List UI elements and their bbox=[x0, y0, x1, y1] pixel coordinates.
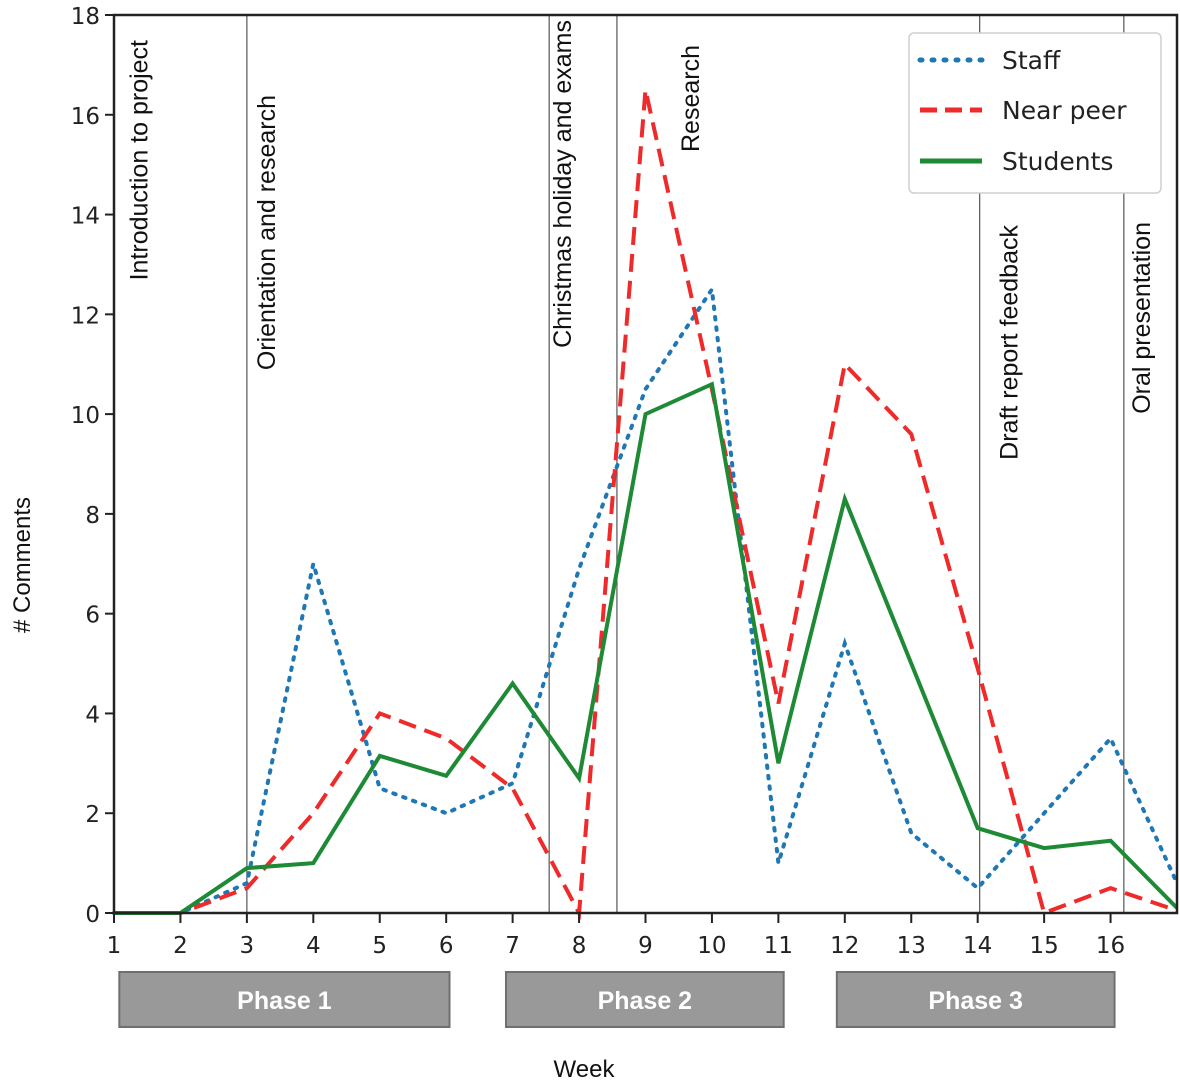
x-tick-label: 7 bbox=[505, 933, 520, 959]
legend-item-students: Students bbox=[920, 147, 1113, 176]
event-label: Research bbox=[677, 45, 705, 152]
y-tick-label: 18 bbox=[71, 4, 100, 30]
series-line-staff bbox=[112, 283, 1179, 915]
event-label: Orientation and research bbox=[253, 95, 281, 370]
phase-1-label: Phase 1 bbox=[237, 987, 332, 1015]
x-tick-label: 10 bbox=[697, 933, 726, 959]
event-label: Introduction to project bbox=[125, 40, 153, 280]
y-axis: 0 2 4 6 8 10 12 14 16 18 bbox=[71, 4, 114, 928]
x-tick-label: 1 bbox=[107, 933, 122, 959]
event-label: Draft report feedback bbox=[996, 225, 1024, 460]
legend-label-students: Students bbox=[1002, 147, 1113, 176]
x-axis: 1 2 3 4 5 6 7 8 9 10 11 12 13 14 15 16 bbox=[107, 913, 1125, 959]
phase-2-label: Phase 2 bbox=[598, 987, 693, 1015]
x-tick-label: 3 bbox=[240, 933, 255, 959]
y-tick-label: 16 bbox=[71, 104, 100, 130]
x-tick-label: 2 bbox=[173, 933, 188, 959]
event-labels: Introduction to project Orientation and r… bbox=[125, 20, 1156, 460]
legend-item-near-peer: Near peer bbox=[920, 96, 1127, 125]
phase-3-label: Phase 3 bbox=[928, 987, 1023, 1015]
x-tick-label: 6 bbox=[439, 933, 454, 959]
phase-1: Phase 1 bbox=[118, 971, 451, 1028]
x-tick-label: 15 bbox=[1029, 933, 1058, 959]
legend-label-near-peer: Near peer bbox=[1002, 96, 1127, 125]
legend-label-staff: Staff bbox=[1002, 46, 1061, 75]
x-axis-title: Week bbox=[554, 1056, 616, 1081]
series-lines bbox=[112, 89, 1179, 920]
phase-2: Phase 2 bbox=[504, 971, 785, 1028]
phase-bars: Phase 1 Phase 2 Phase 3 bbox=[118, 971, 1116, 1028]
x-tick-label: 16 bbox=[1096, 933, 1125, 959]
legend-box bbox=[908, 32, 1162, 194]
y-tick-label: 4 bbox=[85, 702, 100, 728]
x-tick-label: 11 bbox=[764, 933, 793, 959]
legend: Staff Near peer Students bbox=[908, 32, 1162, 194]
phase-2-box bbox=[504, 971, 785, 1028]
series-line-near-peer bbox=[114, 89, 1178, 920]
y-tick-label: 10 bbox=[71, 403, 100, 429]
phase-3-box bbox=[835, 971, 1116, 1028]
series-line-students bbox=[114, 381, 1179, 915]
y-tick-label: 2 bbox=[85, 802, 100, 828]
x-tick-label: 14 bbox=[963, 933, 992, 959]
y-tick-label: 6 bbox=[85, 603, 100, 629]
x-tick-label: 5 bbox=[372, 933, 387, 959]
legend-item-staff: Staff bbox=[917, 46, 1061, 75]
x-tick-label: 13 bbox=[897, 933, 926, 959]
y-tick-label: 12 bbox=[71, 303, 100, 329]
x-tick-label: 8 bbox=[572, 933, 587, 959]
y-tick-label: 0 bbox=[85, 902, 100, 928]
phase-1-box bbox=[118, 971, 451, 1028]
event-label: Christmas holiday and exams bbox=[549, 20, 577, 348]
y-tick-label: 8 bbox=[85, 503, 100, 529]
y-tick-label: 14 bbox=[71, 204, 100, 230]
y-axis-title: # Comments bbox=[9, 497, 36, 633]
x-tick-label: 12 bbox=[830, 933, 859, 959]
x-tick-label: 9 bbox=[638, 933, 653, 959]
phase-3: Phase 3 bbox=[835, 971, 1116, 1028]
event-label: Oral presentation bbox=[1128, 222, 1156, 414]
x-tick-label: 4 bbox=[306, 933, 321, 959]
